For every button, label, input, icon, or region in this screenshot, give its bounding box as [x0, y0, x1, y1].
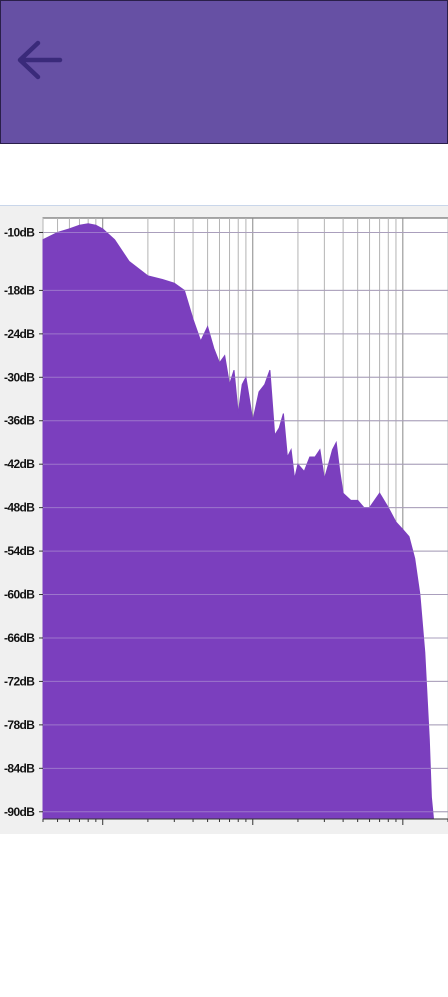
spectrum-chart: -10dB -18dB -24dB -30dB -36dB -42dB -48dB -54dB… — [4, 217, 448, 825]
y-tick-label: -54dB — [4, 544, 35, 558]
y-tick-label: -72dB — [4, 674, 35, 688]
y-tick-label: -30dB — [4, 370, 35, 384]
app-bar — [0, 0, 448, 144]
spectrum-area — [42, 223, 435, 820]
y-tick-label: -18dB — [4, 283, 35, 297]
y-tick-label: -24dB — [4, 327, 35, 341]
y-tick-label: -60dB — [4, 588, 35, 602]
y-tick-label: -90dB — [4, 805, 35, 819]
y-tick-label: -66dB — [4, 631, 35, 645]
y-tick-label: -78dB — [4, 718, 35, 732]
y-tick-label: -42dB — [4, 457, 35, 471]
y-tick-label: -10dB — [4, 225, 35, 239]
back-button[interactable] — [11, 35, 67, 85]
y-tick-label: -84dB — [4, 761, 35, 775]
y-tick-label: -36dB — [4, 414, 35, 428]
y-tick-label: -48dB — [4, 501, 35, 515]
arrow-left-icon — [17, 40, 63, 80]
spectrum-panel: -10dB -18dB -24dB -30dB -36dB -42dB -48dB -54dB… — [0, 205, 448, 834]
